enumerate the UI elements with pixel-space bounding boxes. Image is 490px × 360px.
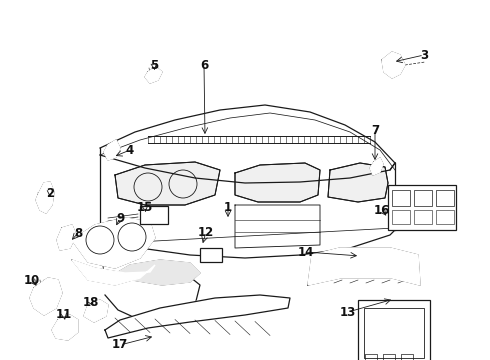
Bar (140, 206, 168, 224)
Polygon shape (105, 295, 290, 338)
Text: 9: 9 (116, 212, 124, 225)
Polygon shape (30, 278, 62, 315)
Polygon shape (235, 163, 320, 202)
Bar (392, 210, 410, 224)
Polygon shape (72, 260, 155, 285)
Bar (401, 354, 413, 360)
Polygon shape (104, 140, 120, 160)
Bar (383, 354, 395, 360)
Polygon shape (328, 163, 388, 202)
Text: 3: 3 (420, 49, 428, 62)
Text: 12: 12 (198, 225, 214, 239)
Text: 4: 4 (126, 144, 134, 157)
Bar (392, 190, 410, 206)
Text: 5: 5 (150, 59, 158, 72)
Bar (365, 354, 377, 360)
Bar (364, 308, 424, 358)
Bar (436, 210, 454, 224)
Text: 6: 6 (200, 59, 208, 72)
Text: 16: 16 (374, 203, 390, 216)
Polygon shape (108, 260, 200, 285)
Text: 2: 2 (46, 186, 54, 199)
Polygon shape (36, 182, 54, 213)
Polygon shape (145, 67, 162, 83)
Bar (388, 185, 456, 230)
Polygon shape (72, 218, 155, 268)
Text: 11: 11 (56, 309, 72, 321)
Text: 14: 14 (298, 246, 314, 258)
Polygon shape (370, 158, 383, 175)
Polygon shape (84, 300, 108, 322)
Polygon shape (105, 268, 200, 320)
Bar (200, 248, 222, 262)
Text: 8: 8 (74, 226, 82, 239)
Bar (414, 210, 432, 224)
Bar (358, 300, 430, 360)
Polygon shape (52, 315, 78, 340)
Text: 15: 15 (137, 201, 153, 213)
Text: 1: 1 (224, 201, 232, 213)
Text: 7: 7 (371, 123, 379, 136)
Polygon shape (308, 248, 420, 285)
Text: 10: 10 (24, 274, 40, 287)
Polygon shape (382, 52, 405, 78)
Bar (436, 190, 454, 206)
Text: 17: 17 (112, 338, 128, 351)
Polygon shape (115, 162, 220, 205)
Polygon shape (57, 225, 76, 250)
Text: 13: 13 (340, 306, 356, 319)
Bar (414, 190, 432, 206)
Text: 18: 18 (83, 296, 99, 309)
